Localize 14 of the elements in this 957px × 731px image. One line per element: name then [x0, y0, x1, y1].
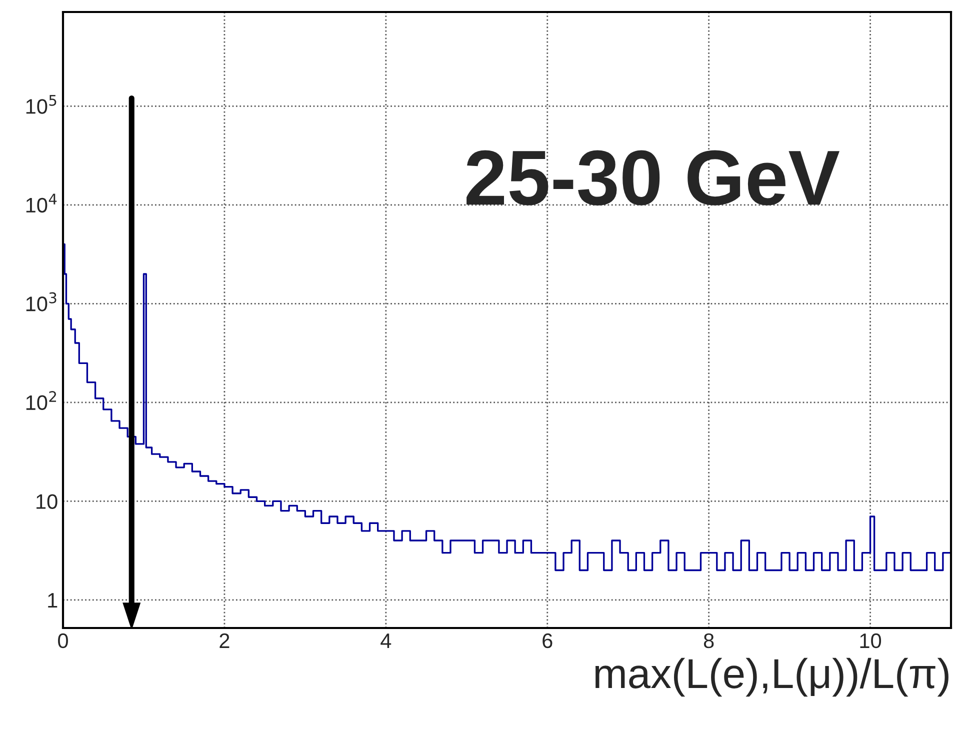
y-tick-label: 10$^{3}$ [26, 292, 56, 312]
y-tick-label: 10 [36, 494, 58, 509]
annotation: 25-30 GeV [466, 150, 840, 206]
x-tick-label: 2 [220, 633, 230, 648]
x-tick-label: 10 [860, 633, 882, 648]
x-tick-label: 6 [542, 633, 552, 648]
y-tick-label: 10$^{4}$ [26, 194, 57, 213]
y-tick-label: 1 [48, 593, 58, 608]
x-tick-label: 8 [704, 633, 714, 648]
x-tick-label: 0 [58, 633, 68, 648]
x-axis-title: max(L(e),L(μ))/L(π) [595, 658, 948, 697]
y-tick-label: 10$^{2}$ [26, 391, 56, 410]
x-tick-label: 4 [380, 634, 392, 648]
y-tick-label: 10$^{5}$ [26, 95, 56, 114]
